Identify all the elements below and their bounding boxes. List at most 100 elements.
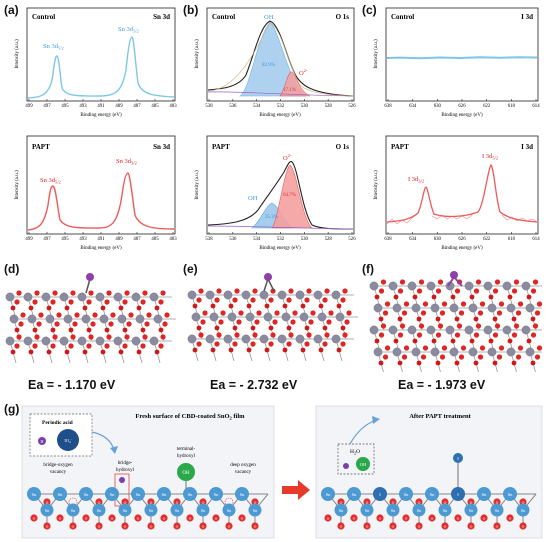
svg-text:O: O	[379, 517, 382, 521]
o-atom	[68, 299, 74, 305]
o-atom	[142, 334, 148, 340]
o-atom	[435, 316, 441, 322]
sn-atom	[313, 334, 323, 344]
o-atom	[477, 310, 484, 316]
o-atom	[70, 290, 76, 296]
svg-text:O: O	[483, 517, 486, 521]
o-atom	[517, 301, 524, 307]
o-atom	[124, 334, 130, 340]
o-bottom-atom	[147, 522, 155, 530]
sn-atom	[263, 312, 273, 322]
o-atom	[475, 323, 482, 329]
o-atom	[454, 360, 460, 366]
o-atom	[473, 360, 479, 366]
o-atom	[458, 310, 465, 316]
sn-atom	[205, 290, 215, 300]
sn-atom	[5, 336, 15, 346]
svg-text:O: O	[522, 501, 525, 505]
o-atom	[28, 349, 34, 355]
o-atom	[496, 354, 503, 360]
o-atom	[374, 294, 380, 300]
sn-atom	[295, 334, 305, 344]
o-atom	[382, 354, 389, 360]
o-atom	[232, 325, 238, 331]
o-atom	[236, 319, 242, 325]
svg-text:OH: OH	[360, 462, 367, 467]
o-atom	[416, 316, 422, 322]
o-atom	[274, 310, 280, 316]
peak-label-sn52: Sn 3d5/2	[43, 43, 64, 51]
panel-label-e: (e)	[183, 262, 198, 276]
o-atom	[90, 321, 96, 327]
sn-surface-atom	[79, 487, 93, 501]
o-atom	[513, 279, 520, 285]
o-atom	[534, 310, 541, 316]
energy-e: Ea = - 2.732 eV	[210, 378, 298, 392]
oh-percent: 35.3%	[265, 215, 278, 220]
o-atom	[304, 325, 310, 331]
o-bottom-atom	[199, 522, 207, 530]
peak-label-i32: I 3d3/2	[408, 176, 424, 184]
terminal-oh	[177, 463, 195, 481]
o-bottom-atom	[467, 522, 475, 530]
sn-atom	[373, 347, 383, 357]
x-tick-label: 634	[409, 237, 417, 242]
sn-atom	[468, 347, 478, 357]
peak-label-sn32: Sn 3d3/2	[118, 26, 139, 34]
panel-label-d: (d)	[4, 262, 20, 276]
svg-text:O: O	[457, 517, 460, 521]
o-atom	[300, 303, 306, 309]
sn-sub-atom	[144, 503, 158, 517]
o-atom	[200, 319, 206, 325]
o-atom	[192, 347, 198, 353]
sn-atom	[131, 292, 141, 302]
x-tick-label: 536	[229, 104, 237, 109]
svg-text:Sn: Sn	[495, 508, 500, 513]
raw-data	[207, 22, 354, 97]
o-atom	[142, 290, 148, 296]
o-atom	[32, 343, 38, 349]
sn-atom	[187, 290, 197, 300]
svg-text:Sn: Sn	[443, 508, 448, 513]
sn-atom	[259, 334, 269, 344]
o-atom	[401, 354, 408, 360]
sn-sub-atom	[118, 503, 132, 517]
x-tick-label: 638	[384, 237, 392, 242]
o-atom	[393, 338, 399, 344]
o-atom	[479, 345, 486, 351]
o-atom	[431, 338, 437, 344]
sn-atom	[23, 336, 33, 346]
o-atom	[56, 312, 62, 318]
envelope-curve	[207, 160, 354, 230]
sn-atom	[149, 336, 159, 346]
sn-atom	[331, 334, 341, 344]
o2-component	[279, 71, 311, 97]
o-atom	[252, 288, 258, 294]
x-tick-label: 536	[229, 237, 237, 242]
water-box	[337, 443, 375, 475]
o-atom	[72, 321, 78, 327]
o-atom	[214, 297, 220, 303]
svg-text:O: O	[124, 501, 127, 505]
plot-b-control: Control O 1s OH 82.9% O2- 17.1% Intensit…	[195, 7, 356, 118]
o-atom	[458, 354, 465, 360]
svg-text:O: O	[98, 525, 101, 529]
svg-text:O: O	[340, 525, 343, 529]
sn-atom	[299, 312, 309, 322]
o-atom	[324, 332, 330, 338]
o-atom	[158, 327, 164, 333]
o-atom	[82, 349, 88, 355]
o-atom	[292, 310, 298, 316]
o-atom	[126, 321, 132, 327]
o-bottom-atom	[173, 522, 181, 530]
o-atom	[515, 310, 522, 316]
oh-percent: 82.9%	[262, 63, 275, 68]
svg-text:O: O	[392, 501, 395, 505]
svg-text:O: O	[98, 501, 101, 505]
x-tick-label: 526	[348, 104, 356, 109]
svg-text:Sn: Sn	[97, 508, 102, 513]
o-bottom-atom	[251, 522, 259, 530]
o-atom	[38, 312, 44, 318]
o-atom	[492, 316, 498, 322]
svg-text:O: O	[111, 517, 114, 521]
